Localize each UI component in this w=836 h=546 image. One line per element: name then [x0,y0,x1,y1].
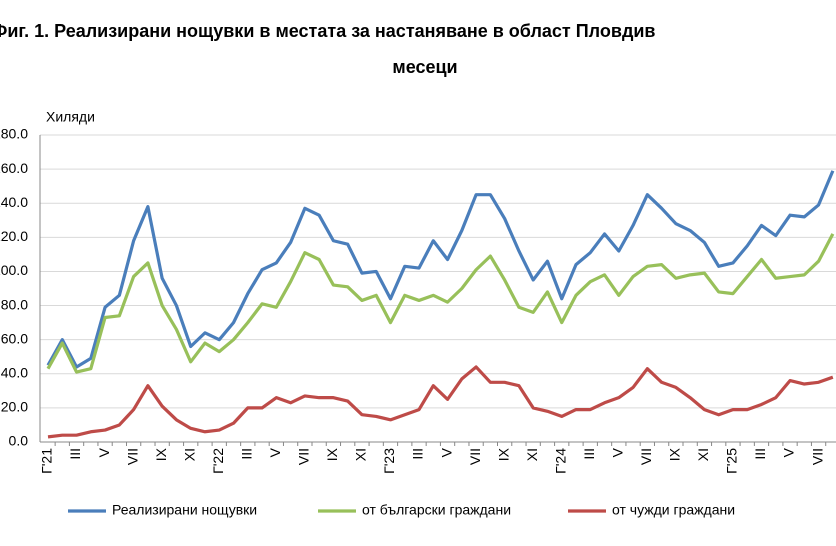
y-tick-label: 100.0 [0,262,28,278]
x-tick-label: XI [181,448,197,461]
chart-title: месеци [392,57,457,77]
x-tick-label: III [238,448,254,460]
y-tick-label: 160.0 [0,160,28,176]
x-tick-label: IX [495,447,511,461]
y-tick-label: 40.0 [1,364,28,380]
x-tick-label: V [610,447,626,457]
series-line [46,170,835,369]
x-tick-label: XI [695,448,711,461]
x-tick-label: III [67,448,83,460]
x-tick-label: IX [153,447,169,461]
x-tick-label: V [781,447,797,457]
x-tick-label: IX [324,447,340,461]
y-tick-label: 20.0 [1,399,28,415]
x-tick-label: Г'23 [381,448,397,474]
x-tick-label: VII [467,448,483,465]
legend-label: от български граждани [362,502,511,518]
y-tick-label: 140.0 [0,194,28,210]
y-tick-label: 120.0 [0,228,28,244]
x-tick-label: XI [524,448,540,461]
x-tick-label: III [581,448,597,460]
x-tick-label: V [267,447,283,457]
x-tick-label: Г'24 [552,448,568,474]
y-axis-label: Хиляди [46,109,95,125]
x-tick-label: VII [296,448,312,465]
x-tick-label: V [438,447,454,457]
x-tick-label: XI [353,448,369,461]
y-tick-label: 0.0 [9,433,29,449]
x-tick-label: Г'22 [210,448,226,474]
legend-label: Реализирани нощувки [112,502,257,518]
x-tick-label: III [752,448,768,460]
chart-title: Фиг. 1. Реализирани нощувки в местата за… [0,21,656,41]
y-tick-label: 80.0 [1,296,28,312]
x-tick-label: III [410,448,426,460]
x-tick-label: VII [809,448,825,465]
y-tick-label: 180.0 [0,126,28,142]
x-tick-label: V [96,447,112,457]
x-tick-label: IX [667,447,683,461]
series-line [46,233,835,374]
x-tick-label: Г'21 [39,448,55,474]
y-tick-label: 60.0 [1,330,28,346]
legend-label: от чужди граждани [612,502,735,518]
x-tick-label: VII [638,448,654,465]
series-line [47,365,834,439]
x-tick-label: VII [124,448,140,465]
x-tick-label: Г'25 [724,448,740,474]
